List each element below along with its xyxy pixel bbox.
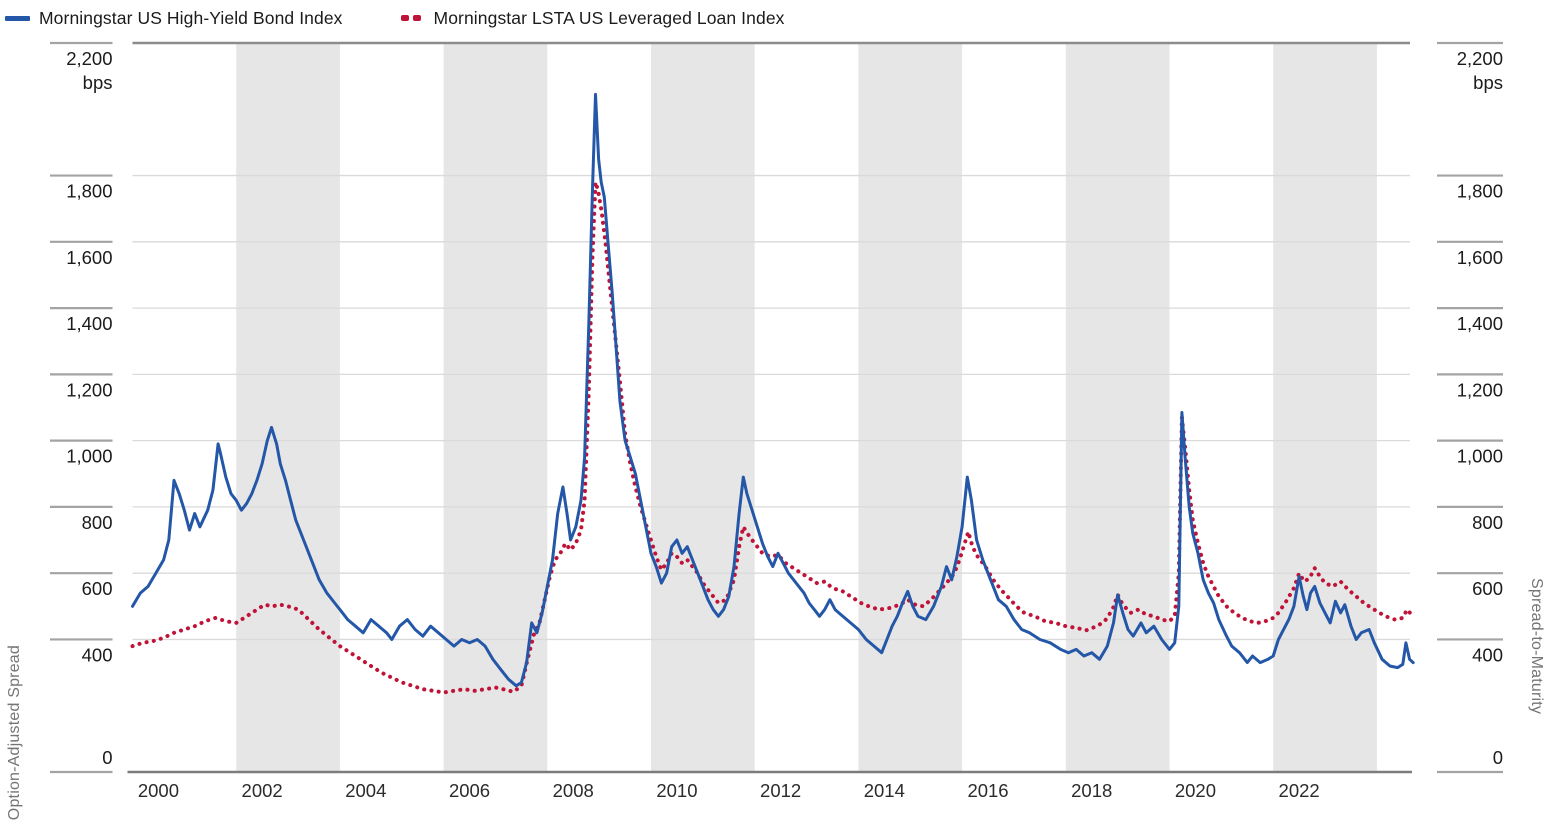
y-tick-label-right: 1,400: [1457, 313, 1503, 334]
right-axis-title: Spread-to-Maturity: [1528, 578, 1545, 715]
legend-item-high-yield: Morningstar US High-Yield Bond Index: [5, 8, 343, 29]
leveraged-loan-dots-marker-icon: [400, 15, 425, 21]
y-tick-label-right: 400: [1472, 644, 1503, 665]
y-tick-label-left: 0: [102, 747, 112, 768]
y-tick-label-left: 1,200: [66, 379, 112, 400]
plot-band: [1273, 43, 1377, 772]
x-tick-label: 2012: [760, 780, 801, 801]
y-tick-label-right: 1,800: [1457, 181, 1503, 202]
y-axis-unit-left: bps: [83, 72, 113, 93]
y-tick-label-left: 1,400: [66, 313, 112, 334]
y-tick-label-left: 600: [82, 578, 113, 599]
x-tick-label: 2004: [345, 780, 386, 801]
x-tick-label: 2006: [449, 780, 490, 801]
y-tick-label-right: 1,000: [1457, 446, 1503, 467]
plot-band: [1065, 43, 1170, 772]
y-tick-label-right: 1,600: [1457, 247, 1503, 268]
x-tick-label: 2010: [656, 780, 697, 801]
y-tick-label-right: 1,200: [1457, 379, 1503, 400]
legend-item-leveraged-loan: Morningstar LSTA US Leveraged Loan Index: [400, 7, 785, 29]
x-tick-label: 2018: [1071, 780, 1112, 801]
x-tick-label: 2022: [1279, 780, 1320, 801]
high-yield-line-marker-icon: [5, 15, 30, 21]
x-tick-label: 2020: [1175, 780, 1216, 801]
y-axis-unit-right: bps: [1473, 72, 1503, 93]
plot-band: [858, 43, 963, 772]
x-tick-label: 2014: [864, 780, 905, 801]
legend-label-high-yield: Morningstar US High-Yield Bond Index: [39, 7, 343, 28]
plot-band: [236, 43, 340, 772]
x-tick-label: 2016: [967, 780, 1008, 801]
y-tick-label-left: 800: [82, 512, 113, 533]
y-tick-label-left: 400: [82, 644, 113, 665]
series-high-yield-line: [131, 92, 1415, 688]
y-tick-label-left: 1,800: [66, 181, 112, 202]
y-tick-label-right: 600: [1472, 578, 1503, 599]
legend-label-leveraged-loan: Morningstar LSTA US Leveraged Loan Index: [433, 7, 785, 28]
y-tick-label-right: 800: [1472, 512, 1503, 533]
y-tick-label-right: 2,200: [1457, 48, 1503, 69]
series-leveraged-loan-line: [130, 180, 1416, 695]
x-tick-label: 2008: [553, 780, 594, 801]
x-tick-label: 2002: [242, 780, 283, 801]
y-tick-label-right: 0: [1493, 747, 1503, 768]
chart-legend: Morningstar US High-Yield Bond Index Mor…: [5, 6, 785, 30]
plot-band: [651, 43, 755, 772]
x-tick-label: 2000: [138, 780, 179, 801]
y-tick-label-left: 2,200: [66, 48, 112, 69]
y-tick-label-left: 1,000: [66, 446, 112, 467]
y-tick-label-left: 1,600: [66, 247, 112, 268]
